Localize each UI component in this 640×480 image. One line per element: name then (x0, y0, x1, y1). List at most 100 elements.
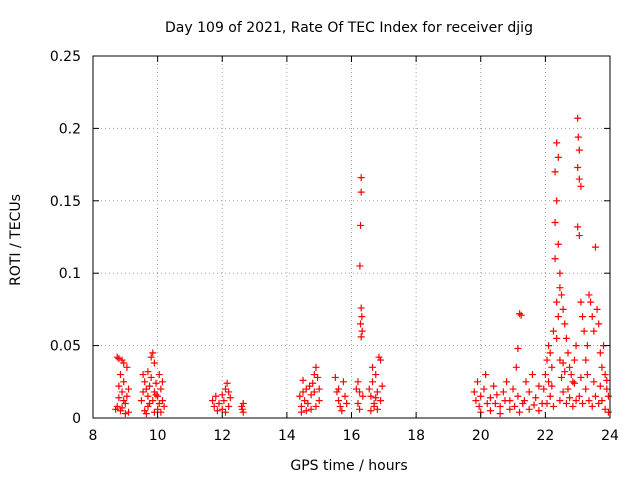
data-point (339, 378, 347, 386)
data-point (558, 291, 566, 299)
data-point (312, 402, 320, 410)
x-tick-label: 8 (89, 428, 98, 444)
data-point (486, 394, 494, 402)
data-point (212, 392, 220, 400)
y-tick-label: 0.1 (59, 266, 81, 282)
data-point (149, 349, 157, 357)
data-point (582, 356, 590, 364)
data-point (336, 402, 344, 410)
data-point (556, 269, 564, 277)
data-point (575, 146, 583, 154)
data-point (357, 320, 365, 328)
data-point (310, 388, 318, 396)
data-point (570, 379, 578, 387)
data-point (116, 371, 124, 379)
data-point (554, 153, 562, 161)
x-tick-label: 12 (213, 428, 231, 444)
data-point (583, 342, 591, 350)
data-point (121, 410, 129, 418)
data-point (509, 385, 517, 393)
data-point (335, 397, 343, 405)
data-point (309, 379, 317, 387)
data-point (553, 139, 561, 147)
data-point (517, 311, 525, 319)
data-point (358, 313, 366, 321)
data-point (357, 188, 365, 196)
x-tick-label: 10 (149, 428, 167, 444)
data-point (123, 363, 131, 371)
data-point (158, 397, 166, 405)
data-point (226, 394, 234, 402)
data-point (115, 355, 123, 363)
data-point (512, 363, 520, 371)
data-point (147, 373, 155, 381)
data-point (369, 363, 377, 371)
data-point (160, 402, 168, 410)
data-point (158, 378, 166, 386)
data-point (113, 353, 121, 361)
data-point (209, 397, 217, 405)
data-point (377, 397, 385, 405)
data-point (369, 378, 377, 386)
y-tick-label: 0 (72, 411, 81, 427)
data-point (356, 405, 364, 413)
data-point (583, 371, 591, 379)
data-point (474, 378, 482, 386)
data-point (516, 310, 524, 318)
data-point (585, 291, 593, 299)
data-point (603, 376, 611, 384)
data-point (574, 163, 582, 171)
data-point (358, 327, 366, 335)
data-point (593, 305, 601, 313)
data-point (499, 388, 507, 396)
data-point (356, 388, 364, 396)
data-point (125, 408, 133, 416)
data-point (559, 359, 567, 367)
data-point (115, 394, 123, 402)
data-point (528, 371, 536, 379)
data-point (588, 402, 596, 410)
data-point (561, 368, 569, 376)
data-point (554, 313, 562, 321)
data-point (121, 400, 129, 408)
data-point (598, 363, 606, 371)
data-point (331, 373, 339, 381)
data-point (585, 397, 593, 405)
data-point (314, 373, 322, 381)
data-point (482, 371, 490, 379)
data-point (146, 382, 154, 390)
data-point (115, 382, 123, 390)
data-point (125, 385, 133, 393)
data-point (149, 397, 157, 405)
y-axis-title: ROTI / TECUs (8, 194, 24, 286)
axis-ticks (92, 55, 611, 419)
data-point (372, 394, 380, 402)
data-point (357, 304, 365, 312)
data-point (118, 404, 126, 412)
data-point (501, 397, 509, 405)
x-tick-label: 20 (472, 428, 490, 444)
data-point (367, 407, 375, 415)
data-point (562, 334, 570, 342)
data-point (312, 363, 320, 371)
x-tick-label: 16 (343, 428, 361, 444)
data-point (577, 373, 585, 381)
data-point (302, 407, 310, 415)
data-point (574, 223, 582, 231)
data-point (483, 400, 491, 408)
data-point (587, 298, 595, 306)
data-point (582, 385, 590, 393)
data-point (239, 408, 247, 416)
data-point (472, 397, 480, 405)
x-tick-label: 14 (278, 428, 296, 444)
data-point (470, 388, 478, 396)
data-point (572, 397, 580, 405)
data-point (475, 402, 483, 410)
data-point (551, 168, 559, 176)
y-tick-label: 0.15 (50, 194, 81, 210)
data-point (341, 392, 349, 400)
data-point (503, 378, 511, 386)
data-point (543, 356, 551, 364)
data-point (548, 382, 556, 390)
data-point (564, 385, 572, 393)
